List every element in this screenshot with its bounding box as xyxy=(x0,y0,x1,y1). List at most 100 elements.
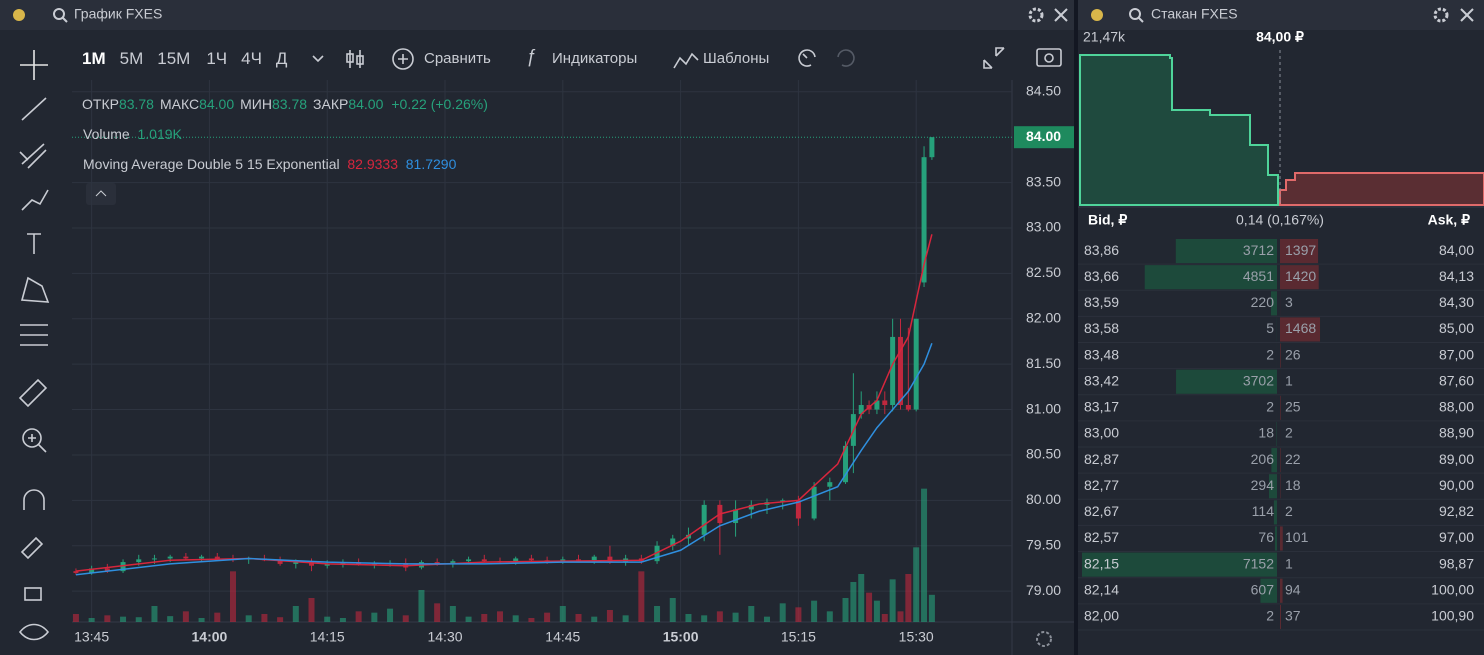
volume-bar xyxy=(905,574,912,622)
volume-bar xyxy=(214,612,221,622)
bid-bar xyxy=(1144,265,1277,290)
candle-body xyxy=(607,556,613,563)
volume-bar xyxy=(308,598,315,622)
bid-volume: 2 xyxy=(1266,399,1274,415)
ask-volume: 2 xyxy=(1285,425,1293,441)
label: Moving Average Double 5 15 Exponential xyxy=(83,156,340,172)
candle-body xyxy=(748,504,754,510)
axis-settings[interactable] xyxy=(1036,631,1052,647)
timeframe[interactable]: Д xyxy=(275,49,288,68)
ask-price: 84,30 xyxy=(1439,294,1474,310)
bid-bar xyxy=(1260,578,1277,603)
templates[interactable]: Шаблоны xyxy=(703,50,770,67)
candle-body xyxy=(921,157,927,283)
close-icon[interactable] xyxy=(1460,8,1474,22)
volume-bar xyxy=(669,598,676,622)
depth-bids xyxy=(1079,54,1279,206)
bid-price: 82,77 xyxy=(1084,477,1119,493)
close-icon[interactable] xyxy=(1054,8,1068,22)
timeframe[interactable]: 1Ч xyxy=(206,49,228,68)
ask-price: 89,00 xyxy=(1439,451,1474,467)
settings-icon[interactable] xyxy=(1433,7,1449,23)
timeframe[interactable]: 4Ч xyxy=(241,49,262,68)
bid-volume: 18 xyxy=(1258,425,1274,441)
volume-bar xyxy=(654,606,661,622)
volume-bar xyxy=(638,571,645,622)
label: Volume xyxy=(83,126,130,142)
volume-bar xyxy=(496,611,503,622)
ask-bar xyxy=(1280,239,1319,264)
volume-bar xyxy=(277,617,284,622)
bid-price: 83,48 xyxy=(1084,346,1119,362)
bid-volume: 7152 xyxy=(1243,555,1274,571)
candle-body xyxy=(293,562,299,564)
ask-price: 87,00 xyxy=(1439,346,1474,362)
link-dot[interactable] xyxy=(1091,9,1103,21)
compare[interactable]: Сравнить xyxy=(424,50,491,67)
ask-bar xyxy=(1280,578,1283,603)
volume-bar xyxy=(873,600,880,622)
timeframe[interactable]: 1M xyxy=(82,49,106,68)
ask-bar xyxy=(1280,604,1282,629)
volume-bar xyxy=(591,616,598,622)
candle-body xyxy=(843,445,849,483)
value: 1.019K xyxy=(137,126,182,142)
collapse-icon xyxy=(95,190,107,197)
candle-body xyxy=(913,318,919,410)
ohlc-value: 84.00 xyxy=(199,96,235,112)
collapse-button[interactable] xyxy=(86,183,116,205)
volume-bar xyxy=(842,598,849,622)
ask-price: 84,13 xyxy=(1439,268,1474,284)
timeframe[interactable]: 5M xyxy=(119,49,144,68)
volume-bar xyxy=(198,618,205,622)
volume-bar xyxy=(559,606,566,622)
ask-price: 88,90 xyxy=(1439,425,1474,441)
volume-bar xyxy=(544,612,551,622)
indicators[interactable]: Индикаторы xyxy=(552,50,638,67)
volume-bar xyxy=(866,592,873,622)
volume-bar xyxy=(245,615,252,622)
candle-body xyxy=(434,562,440,564)
candle-body xyxy=(858,405,864,415)
bid-volume: 220 xyxy=(1251,294,1275,310)
bid-price: 83,42 xyxy=(1084,372,1119,388)
candle-body xyxy=(183,556,189,559)
bid-bar xyxy=(1271,448,1277,473)
volume-bar xyxy=(701,615,708,622)
ask-volume: 101 xyxy=(1285,529,1309,545)
volume-bar xyxy=(528,618,535,622)
candle-body xyxy=(701,504,707,535)
volume-bar xyxy=(795,607,802,622)
volume-bar xyxy=(120,616,127,622)
y-tick-label: 82.00 xyxy=(1026,309,1061,325)
timeframe[interactable]: 15M xyxy=(157,49,191,68)
ask-price: 92,82 xyxy=(1439,503,1474,519)
volume-bar xyxy=(104,615,111,622)
y-tick-label: 83.00 xyxy=(1026,219,1061,235)
bid-volume: 294 xyxy=(1251,477,1275,493)
candle-body xyxy=(324,563,330,566)
bid-price: 83,59 xyxy=(1084,294,1119,310)
link-dot[interactable] xyxy=(13,9,25,21)
ask-volume: 2 xyxy=(1285,503,1293,519)
bid-volume: 76 xyxy=(1258,529,1274,545)
panel-title: Стакан FXES xyxy=(1151,6,1238,22)
candle-body xyxy=(73,571,79,573)
ohlc-label: ОТКР xyxy=(82,96,119,112)
bid-volume: 4851 xyxy=(1243,268,1274,284)
bid-price: 83,58 xyxy=(1084,320,1119,336)
settings-icon[interactable] xyxy=(1028,7,1044,23)
bid-volume: 3712 xyxy=(1243,242,1274,258)
y-tick-label: 81.50 xyxy=(1026,355,1061,371)
bid-price: 82,15 xyxy=(1084,555,1119,571)
ask-price: 100,00 xyxy=(1431,581,1474,597)
y-tick-label: 83.50 xyxy=(1026,173,1061,189)
volume-bar xyxy=(465,616,472,622)
volume-bar xyxy=(512,615,519,622)
moving-average xyxy=(75,234,933,572)
candle-body xyxy=(874,400,880,410)
volume-bar xyxy=(434,603,441,622)
ohlc-value: 83.78 xyxy=(271,96,308,112)
x-tick-label: 15:30 xyxy=(899,629,934,645)
